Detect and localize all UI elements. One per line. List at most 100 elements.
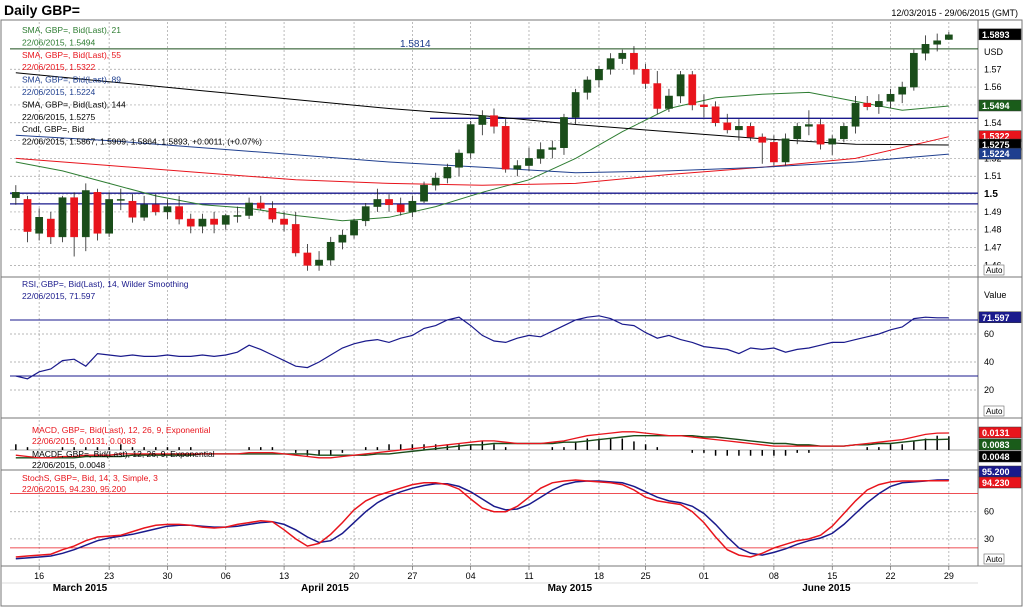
- auto-button-frame[interactable]: [983, 553, 1005, 565]
- candle-body: [256, 202, 265, 209]
- value-badge-bg: [978, 438, 1022, 451]
- candle-body: [688, 74, 697, 106]
- legend-entry: 22/06/2015, 1.5322: [22, 62, 96, 72]
- value-badge-label: 1.5494: [982, 101, 1010, 111]
- x-month-label: March 2015: [53, 583, 108, 594]
- candle-body: [210, 218, 218, 225]
- auto-button[interactable]: Auto: [983, 553, 1005, 565]
- value-badge-bg: [978, 476, 1022, 489]
- sma-line: [15, 91, 949, 222]
- legend-entry: 22/06/2015, 0.0048: [32, 460, 106, 470]
- value-badge: 0.0131: [978, 426, 1022, 439]
- candle-body: [875, 101, 883, 107]
- panel-frames: [0, 19, 1023, 607]
- value-badge: 95.200: [978, 465, 1022, 478]
- candle-body: [326, 241, 335, 261]
- legend-entry: 22/06/2015, 0.0131, 0.0083: [32, 436, 136, 446]
- candle-body: [233, 215, 242, 217]
- legend-entry: 22/06/2015, 1.5494: [22, 37, 96, 47]
- candle-body: [128, 200, 137, 218]
- x-day-label: 11: [524, 571, 533, 581]
- candle-body: [466, 124, 475, 154]
- candle-body: [513, 165, 522, 170]
- auto-button-frame[interactable]: [983, 264, 1005, 276]
- candle-body: [548, 147, 557, 150]
- candle-body: [140, 204, 148, 218]
- stoch-tick-label: 60: [984, 507, 994, 517]
- legend-entry: Cndl, GBP=, Bid: [22, 124, 84, 134]
- candle-body: [81, 190, 90, 238]
- auto-button-label: Auto: [986, 555, 1003, 564]
- macd-line: [15, 431, 949, 459]
- price-tick-label: 1.48: [984, 225, 1002, 235]
- candle-body: [735, 126, 743, 131]
- auto-button-frame[interactable]: [983, 405, 1005, 417]
- value-badge-bg: [978, 426, 1022, 439]
- candle-body: [396, 204, 405, 213]
- value-badge: 94.230: [978, 476, 1022, 489]
- candle-body: [35, 217, 44, 234]
- x-day-label: 08: [769, 571, 779, 581]
- x-day-label: 16: [34, 571, 44, 581]
- x-month-label: June 2015: [802, 583, 851, 594]
- stoch-d-line: [15, 479, 949, 560]
- candle-body: [385, 199, 393, 206]
- candle-body: [431, 177, 440, 186]
- value-badge-label: 0.0083: [982, 440, 1010, 450]
- candle-body: [665, 95, 673, 109]
- candle-body: [151, 204, 160, 213]
- candle-body: [315, 259, 323, 266]
- candle-body: [630, 52, 638, 70]
- candle-body: [840, 126, 848, 140]
- candle-body: [793, 126, 802, 140]
- x-day-label: 06: [221, 571, 231, 581]
- rsi-tick-label: 60: [984, 329, 994, 339]
- value-badge-label: 95.200: [982, 467, 1010, 477]
- value-badge-label: 0.0048: [982, 452, 1010, 462]
- value-badge-label: 71.597: [982, 313, 1010, 323]
- candle-body: [198, 218, 207, 227]
- candle-body: [746, 126, 755, 138]
- candle-body: [163, 206, 172, 213]
- x-month-label: April 2015: [301, 583, 349, 594]
- candle-body: [23, 199, 32, 232]
- legend-entry: 22/06/2015, 1.5224: [22, 87, 96, 97]
- candle-body: [560, 117, 568, 148]
- value-badge-label: 0.0131: [982, 428, 1010, 438]
- value-badge: 1.5494: [978, 99, 1022, 112]
- value-badge-bg: [978, 28, 1022, 41]
- value-badge: 71.597: [978, 311, 1022, 324]
- candle-body: [781, 138, 790, 163]
- value-badge-label: 1.5224: [982, 149, 1010, 159]
- price-tick-label: 1.57: [984, 64, 1002, 74]
- stochastic-panel: 60 30 StochS, GBP=, Bid, 14, 3, Simple, 32…: [10, 465, 1022, 566]
- auto-button-label: Auto: [986, 407, 1003, 416]
- candle-body: [11, 192, 20, 198]
- candle-body: [490, 115, 498, 127]
- value-badge-label: 94.230: [982, 478, 1010, 488]
- candle-body: [536, 149, 545, 159]
- candle-body: [46, 218, 55, 238]
- legend-entry: 22/06/2015, 1.5275: [22, 112, 96, 122]
- auto-button[interactable]: Auto: [983, 405, 1005, 417]
- macd-signal-line: [15, 435, 949, 459]
- value-badge-label: 1.5893: [982, 30, 1010, 40]
- sma-line: [15, 134, 949, 174]
- candle-body: [338, 234, 347, 243]
- price-tick-label: 1.54: [984, 118, 1002, 128]
- candle-body: [291, 224, 300, 254]
- x-day-label: 20: [349, 571, 359, 581]
- x-day-label: 22: [886, 571, 896, 581]
- auto-button[interactable]: Auto: [983, 264, 1005, 276]
- candle-body: [770, 142, 778, 163]
- candle-body: [373, 199, 382, 207]
- candle-body: [909, 52, 918, 88]
- candle-body: [443, 167, 452, 179]
- price-tick-label: 1.49: [984, 207, 1002, 217]
- value-badge-label: 1.5275: [982, 140, 1010, 150]
- x-month-label: May 2015: [548, 583, 593, 594]
- price-unit-label: USD: [984, 47, 1004, 57]
- candle-body: [186, 218, 195, 227]
- rsi-value-label: Value: [984, 290, 1006, 300]
